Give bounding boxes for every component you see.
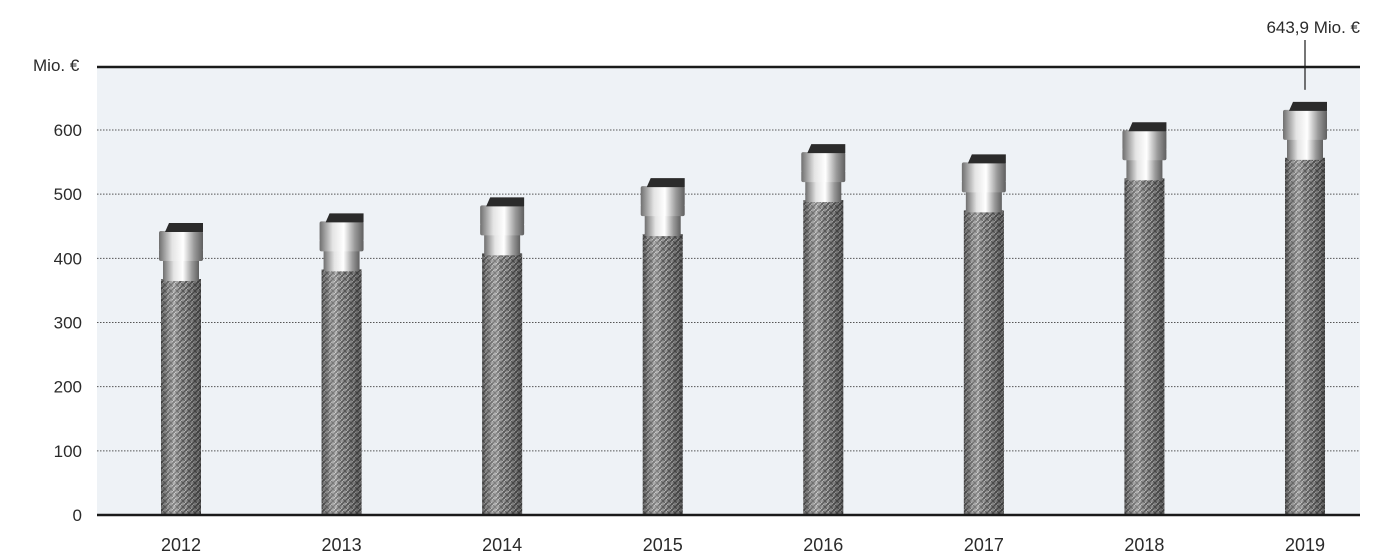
bar-hose-shade-2018	[1124, 178, 1165, 516]
bar-sleeve-2019	[1287, 137, 1323, 160]
bar-nut-2019	[1283, 109, 1327, 130]
bar-ring-2012	[159, 249, 203, 262]
bar-2019	[1283, 101, 1327, 516]
bar-2016	[801, 144, 846, 515]
bar-nut-2013	[319, 221, 364, 242]
bar-nut-2017	[961, 162, 1006, 183]
bar-ring-2017	[961, 180, 1006, 193]
bar-cap-2016	[807, 144, 846, 154]
y-unit-label: Mio. €	[33, 56, 80, 75]
bar-sleeve-2014	[484, 233, 521, 256]
plot-background	[97, 67, 1360, 515]
x-tick-label-2015: 2015	[643, 535, 683, 555]
bar-cap-2013	[325, 213, 364, 223]
x-tick-label-2013: 2013	[322, 535, 362, 555]
bar-hose-shade-2019	[1285, 157, 1325, 516]
bar-2018	[1122, 122, 1167, 516]
annotation-label: 643,9 Mio. €	[1266, 18, 1360, 37]
bar-ring-2015	[640, 204, 685, 217]
bar-nut-2012	[159, 231, 203, 252]
bar-cap-2012	[165, 223, 203, 233]
bar-sleeve-2017	[965, 190, 1002, 213]
bar-2014	[480, 197, 525, 515]
bar-2012	[159, 223, 203, 515]
x-tick-label-2019: 2019	[1285, 535, 1325, 555]
bar-cap-2014	[486, 197, 525, 207]
bar-hose-shade-2012	[161, 279, 201, 515]
y-tick-label-300: 300	[54, 314, 82, 333]
bar-cap-2018	[1128, 122, 1167, 132]
y-tick-labels: 0 100 200 300 400 500 600	[54, 121, 82, 525]
bar-sleeve-2015	[644, 214, 681, 237]
bar-ring-2018	[1122, 148, 1167, 161]
x-tick-label-2014: 2014	[482, 535, 522, 555]
bar-ring-2013	[319, 239, 364, 252]
gridlines	[97, 129, 1360, 452]
bar-cap-2019	[1289, 101, 1327, 111]
bar-nut-2016	[801, 152, 846, 173]
bar-hose-shade-2017	[963, 210, 1004, 515]
bar-sleeve-2016	[805, 180, 842, 203]
bar-ring-2014	[480, 223, 525, 236]
bar-2015	[640, 178, 685, 515]
bar-nut-2018	[1122, 130, 1167, 151]
x-tick-label-2016: 2016	[803, 535, 843, 555]
bar-nut-2014	[480, 205, 525, 226]
bar-cap-2015	[646, 178, 685, 188]
bar-2013	[319, 213, 364, 515]
bar-cap-2017	[967, 154, 1006, 164]
bar-sleeve-2018	[1126, 158, 1163, 181]
bar-ring-2019	[1283, 127, 1327, 140]
bar-hose-shade-2016	[803, 200, 844, 515]
bar-hose-shade-2015	[642, 234, 683, 515]
bar-hose-shade-2013	[321, 269, 362, 515]
bar-sleeve-2012	[163, 259, 199, 282]
y-tick-label-0: 0	[73, 506, 82, 525]
y-tick-label-600: 600	[54, 121, 82, 140]
bar-2017	[961, 154, 1006, 515]
x-tick-label-2012: 2012	[161, 535, 201, 555]
y-tick-label-200: 200	[54, 378, 82, 397]
bars	[159, 101, 1327, 516]
x-tick-label-2017: 2017	[964, 535, 1004, 555]
y-tick-label-500: 500	[54, 185, 82, 204]
y-tick-label-100: 100	[54, 442, 82, 461]
bar-sleeve-2013	[323, 249, 360, 272]
bar-nut-2015	[640, 186, 685, 207]
bar-hose-shade-2014	[482, 253, 523, 515]
bar-ring-2016	[801, 170, 846, 183]
x-tick-label-2018: 2018	[1124, 535, 1164, 555]
y-tick-label-400: 400	[54, 249, 82, 268]
x-tick-labels: 2012 2013 2014 2015 2016 2017 2018 2019	[161, 535, 1325, 555]
